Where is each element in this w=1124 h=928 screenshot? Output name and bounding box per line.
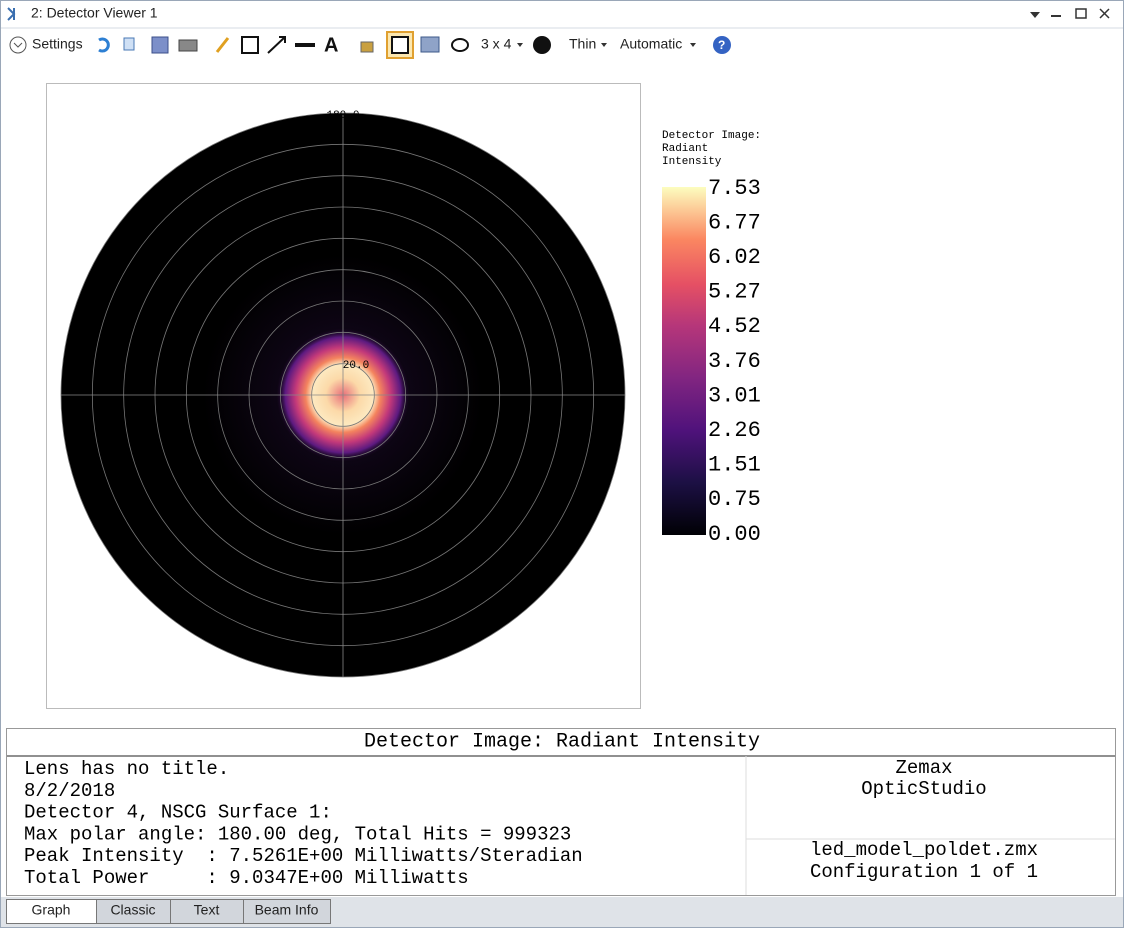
settings-icon[interactable] bbox=[9, 36, 27, 54]
tab-label[interactable]: Beam Info bbox=[255, 902, 319, 918]
close-button[interactable] bbox=[1099, 8, 1110, 19]
colorbar-tick-label: 6.77 bbox=[708, 210, 761, 235]
tabs: Graph Classic Text Beam Info bbox=[6, 899, 331, 924]
grid-icon[interactable] bbox=[391, 36, 409, 54]
colorbar bbox=[662, 187, 706, 535]
toolbar-icons: A ? bbox=[98, 31, 731, 59]
layout-dropdown[interactable]: 3 x 4 bbox=[481, 36, 512, 52]
colorbar-tick-label: 1.51 bbox=[708, 453, 761, 478]
maximize-button[interactable] bbox=[1075, 8, 1087, 19]
refresh-icon[interactable] bbox=[98, 37, 110, 53]
colorbar-tick-label: 5.27 bbox=[708, 280, 761, 305]
app-icon bbox=[7, 7, 16, 21]
tab-label[interactable]: Text bbox=[194, 902, 220, 918]
print-icon[interactable] bbox=[178, 39, 198, 52]
minimize-button[interactable] bbox=[1051, 15, 1061, 17]
scale-dropdown[interactable]: Automatic bbox=[620, 36, 682, 52]
pencil-icon[interactable] bbox=[215, 37, 230, 53]
info-line: 8/2/2018 bbox=[24, 780, 115, 802]
tab[interactable] bbox=[6, 899, 97, 924]
company-line: Zemax bbox=[895, 757, 952, 779]
tab-label[interactable]: Graph bbox=[32, 902, 71, 918]
colorbar-tick-label: 7.53 bbox=[708, 176, 761, 201]
arrow-icon[interactable] bbox=[267, 36, 286, 54]
colorbar-title-line: Intensity bbox=[662, 156, 722, 168]
info-line: Lens has no title. bbox=[24, 758, 229, 780]
colorbar-tick-label: 2.26 bbox=[708, 418, 761, 443]
dropdown-arrow bbox=[690, 43, 696, 47]
help-mark: ? bbox=[718, 38, 725, 52]
ring-label: 20.0 bbox=[343, 360, 369, 372]
dropdown-arrow bbox=[601, 43, 607, 47]
info-line: Detector 4, NSCG Surface 1: bbox=[24, 802, 332, 824]
info-line: Max polar angle: 180.00 deg, Total Hits … bbox=[24, 823, 571, 845]
company-line: OpticStudio bbox=[861, 778, 986, 800]
settings-button[interactable]: Settings bbox=[32, 36, 83, 52]
colorbar-tick-label: 3.76 bbox=[708, 349, 761, 374]
lock-icon[interactable] bbox=[360, 41, 374, 53]
rectangle-icon[interactable] bbox=[241, 36, 259, 54]
tab[interactable] bbox=[170, 899, 244, 924]
window-title: 2: Detector Viewer 1 bbox=[31, 5, 158, 21]
window-icon[interactable] bbox=[420, 36, 440, 53]
colorbar-tick-label: 6.02 bbox=[708, 245, 761, 270]
ring-label: 180.0 bbox=[326, 110, 359, 122]
dropdown-arrow bbox=[517, 43, 523, 47]
file-line: Configuration 1 of 1 bbox=[810, 861, 1038, 883]
tab[interactable] bbox=[243, 899, 331, 924]
info-line: Total Power : 9.0347E+00 Milliwatts bbox=[24, 867, 469, 889]
colorbar-tick-label: 0.75 bbox=[708, 487, 761, 512]
layers-icon[interactable] bbox=[451, 38, 469, 52]
save-icon[interactable] bbox=[151, 36, 169, 54]
colorbar-ticks: 7.53 6.77 6.02 5.27 4.52 3.76 3.01 2.26 1.51 0.75… bbox=[708, 176, 761, 547]
copy-icon[interactable] bbox=[123, 37, 135, 51]
colorbar-tick-label: 4.52 bbox=[708, 314, 761, 339]
text-icon[interactable]: A bbox=[324, 34, 338, 56]
colorbar-title-line: Radiant bbox=[662, 143, 708, 155]
settings-chevron bbox=[13, 42, 23, 48]
colorbar-title-line: Detector Image: bbox=[662, 130, 761, 142]
help-icon[interactable] bbox=[713, 36, 731, 54]
colorbar-tick-label: 0.00 bbox=[708, 522, 761, 547]
file-line: led_model_poldet.zmx bbox=[810, 839, 1038, 861]
title-bar bbox=[1, 1, 1123, 28]
line-icon[interactable] bbox=[295, 43, 315, 47]
menu-button[interactable] bbox=[1030, 12, 1040, 18]
tab-label[interactable]: Classic bbox=[110, 902, 155, 918]
rotate-icon[interactable] bbox=[533, 36, 551, 54]
panel-title: Detector Image: Radiant Intensity bbox=[364, 730, 760, 753]
line-dropdown[interactable]: Thin bbox=[569, 36, 596, 52]
colorbar-tick-label: 3.01 bbox=[708, 383, 761, 408]
info-line: Peak Intensity : 7.5261E+00 Milliwatts/S… bbox=[24, 845, 583, 867]
